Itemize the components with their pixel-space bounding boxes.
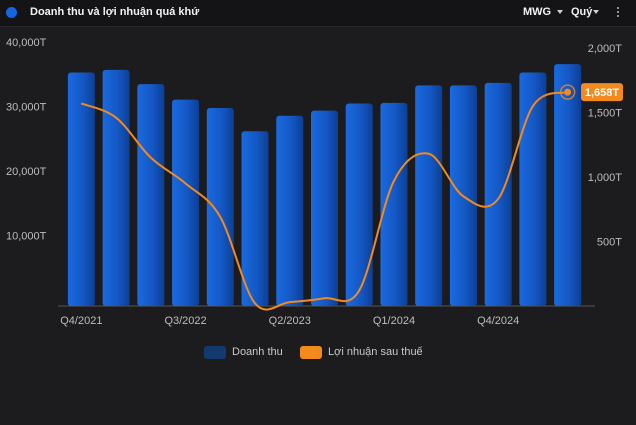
y-right-tick-label: 1,500T [588,108,623,120]
y-left-tick-label: 20,000T [6,166,47,178]
y-right-tick-label: 2,000T [588,43,623,55]
revenue-bar [206,107,234,306]
profit-last-point [564,88,572,96]
x-tick-label: Q4/2021 [60,315,102,327]
y-left-tick-label: 30,000T [6,102,47,114]
circle-logo-icon [6,7,17,18]
x-tick-label: Q3/2022 [164,315,206,327]
kebab-menu-icon[interactable] [614,5,622,21]
revenue-bar [67,72,95,306]
revenue-bar [172,99,200,306]
y-right-tick-label: 1,000T [588,172,623,184]
revenue-bar [519,72,547,306]
chart-canvas: 1,658T 10,000T 20,000T 30,000T 40,000T 500T 1… [6,37,623,327]
chevron-down-icon[interactable] [557,10,563,14]
chart-title: Doanh thu và lợi nhuận quá khứ [30,6,200,18]
revenue-bar [311,110,338,306]
legend-label-profit: Lợi nhuận sau thuế [328,346,423,358]
legend-label-revenue: Doanh thu [232,346,283,358]
x-tick-label: Q1/2024 [373,315,415,327]
x-tick-label: Q2/2023 [269,315,311,327]
revenue-bar [137,84,165,307]
ticker-selector[interactable]: MWG [523,6,552,18]
profit-last-point-ring [559,84,576,100]
revenue-bar [380,102,408,306]
revenue-bar [241,131,269,306]
chart-legend: Doanh thu Lợi nhuận sau thuế [0,345,636,365]
revenue-bar [415,85,443,306]
x-tick-label: Q4/2024 [477,315,519,327]
y-right-tick-label: 500T [597,237,622,249]
y-left-tick-label: 40,000T [6,37,47,49]
profit-last-value-label: 1,658T [585,87,620,99]
profit-line [80,91,569,311]
revenue-bar [102,69,130,307]
chart-header: Doanh thu và lợi nhuận quá khứ MWG Quý [0,0,636,27]
legend-swatch-revenue [204,346,226,359]
revenue-bar [276,115,304,306]
period-selector[interactable]: Quý [571,6,593,18]
revenue-bar [554,64,582,306]
legend-swatch-profit [300,346,322,359]
profit-last-value-badge [581,83,623,102]
y-left-tick-label: 10,000T [6,231,47,243]
chevron-down-icon[interactable] [593,10,599,14]
revenue-bar [345,103,373,306]
revenue-bar [484,82,512,306]
